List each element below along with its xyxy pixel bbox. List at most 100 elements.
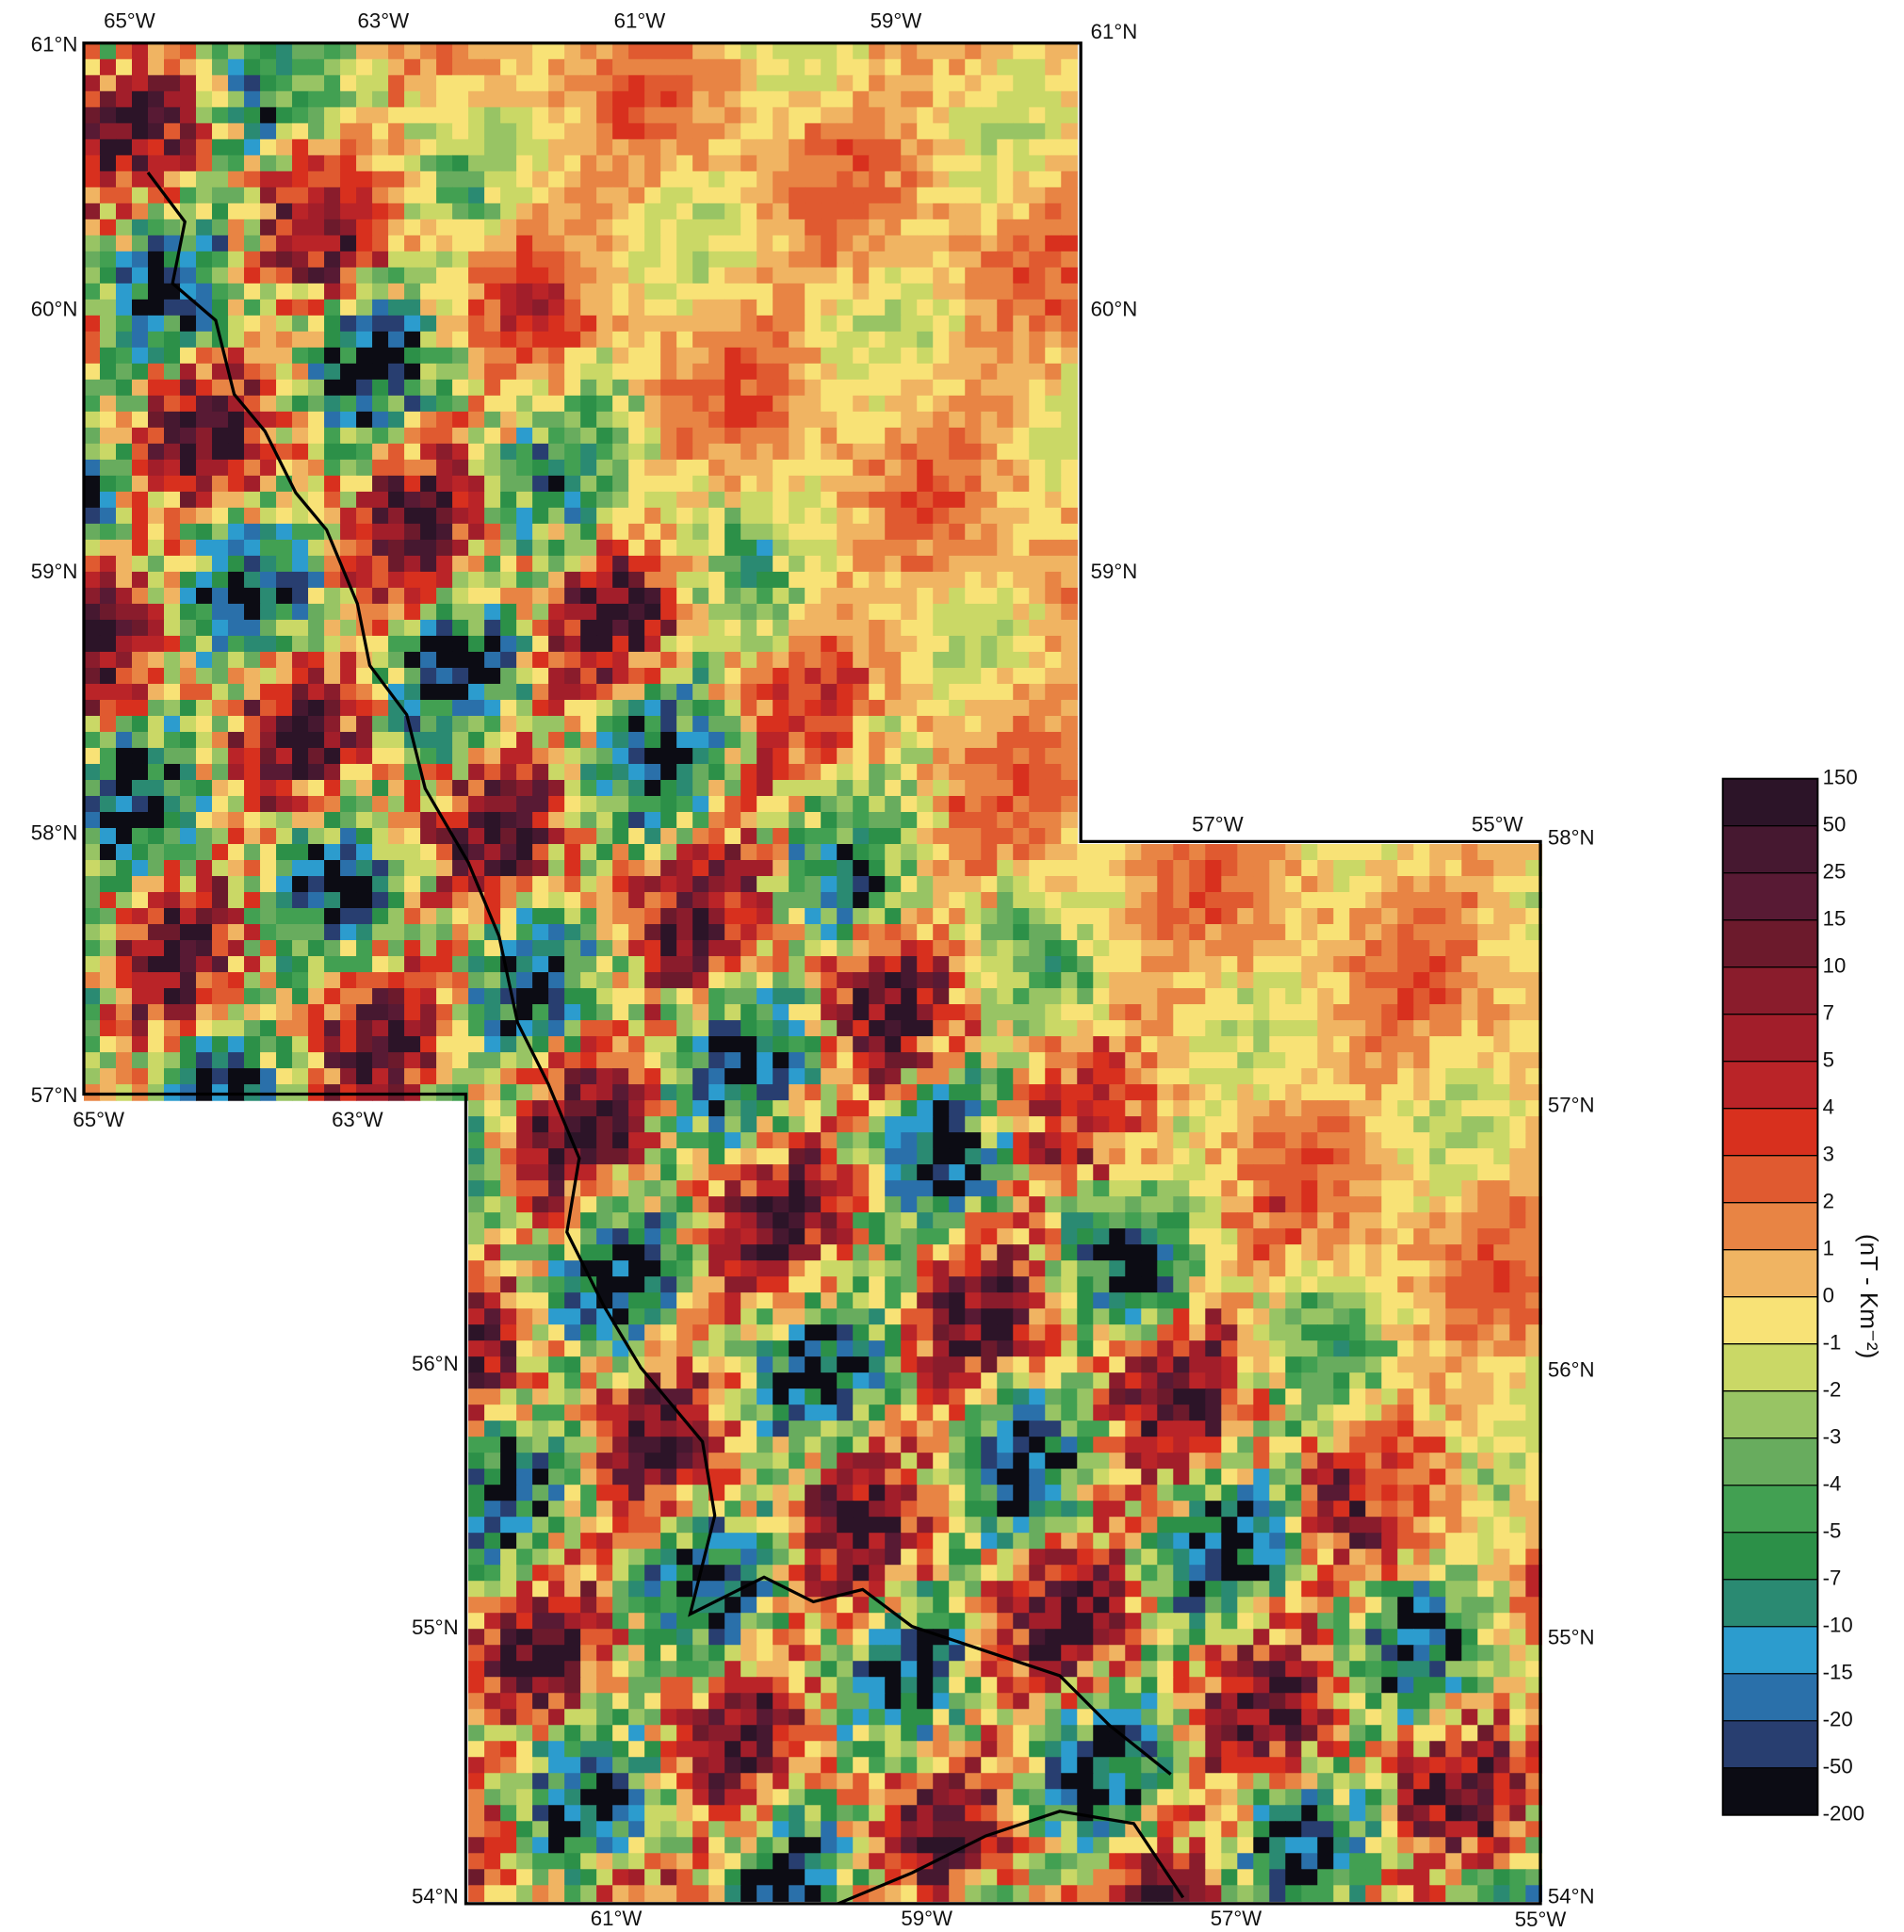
map-cell: [612, 940, 629, 957]
map-cell: [308, 844, 325, 861]
map-cell: [853, 1068, 870, 1085]
map-cell: [740, 523, 757, 541]
map-cell: [260, 972, 277, 989]
map-cell: [580, 427, 597, 445]
map-cell: [324, 683, 341, 701]
map-cell: [1141, 1148, 1158, 1165]
map-cell: [1077, 1164, 1094, 1181]
map-cell: [1109, 844, 1126, 861]
map-cell: [965, 715, 982, 733]
map-cell: [837, 731, 854, 749]
map-cell: [484, 523, 501, 541]
map-cell: [612, 988, 629, 1005]
map-cell: [692, 283, 709, 300]
map-cell: [1189, 908, 1206, 925]
map-cell: [388, 1052, 405, 1069]
map-cell: [917, 635, 934, 653]
map-cell: [596, 1164, 613, 1181]
map-cell: [260, 844, 277, 861]
map-cell: [340, 299, 357, 317]
map-cell: [404, 170, 421, 188]
map-cell: [180, 635, 197, 653]
map-cell: [949, 459, 966, 477]
map-cell: [965, 1132, 982, 1149]
map-cell: [1013, 1084, 1030, 1101]
map-cell: [660, 251, 677, 268]
map-cell: [580, 331, 597, 349]
map-cell: [1093, 940, 1110, 957]
map-cell: [1285, 892, 1302, 909]
map-cell: [1045, 427, 1062, 445]
map-cell: [853, 908, 870, 925]
map-cell: [821, 459, 838, 477]
map-cell: [933, 203, 950, 220]
map-cell: [340, 122, 357, 140]
map-cell: [853, 828, 870, 845]
map-cell: [644, 1116, 661, 1133]
map-cell: [500, 203, 517, 220]
map-cell: [1029, 1036, 1046, 1053]
map-cell: [212, 443, 229, 461]
map-cell: [1397, 860, 1415, 877]
map-cell: [1029, 106, 1046, 124]
map-cell: [516, 603, 533, 621]
map-cell: [644, 219, 661, 236]
map-cell: [548, 779, 565, 797]
map-cell: [757, 283, 773, 300]
map-cell: [981, 1148, 998, 1165]
map-cell: [228, 203, 245, 220]
map-cell: [212, 411, 229, 429]
map-cell: [692, 747, 709, 765]
map-cell: [869, 523, 886, 541]
map-cell: [773, 619, 789, 637]
map-cell: [516, 363, 533, 381]
map-cell: [789, 315, 806, 333]
map-cell: [1381, 1164, 1399, 1181]
map-cell: [99, 1004, 117, 1021]
map-cell: [420, 106, 437, 124]
map-cell: [484, 1116, 501, 1133]
map-cell: [708, 187, 725, 204]
map-cell: [1381, 844, 1399, 861]
map-cell: [949, 1004, 966, 1021]
map-cell: [1301, 988, 1318, 1005]
map-cell: [1493, 1052, 1511, 1069]
map-cell: [965, 459, 982, 477]
map-cell: [821, 315, 838, 333]
map-cell: [1397, 1100, 1415, 1117]
map-cell: [757, 427, 773, 445]
map-cell: [612, 555, 629, 573]
map-cell: [789, 860, 806, 877]
map-cell: [837, 763, 854, 781]
map-cell: [452, 58, 469, 76]
map-cell: [949, 747, 966, 765]
map-cell: [1509, 1100, 1527, 1117]
map-cell: [1077, 1132, 1094, 1149]
map-cell: [724, 347, 741, 365]
map-cell: [660, 203, 677, 220]
map-cell: [228, 267, 245, 284]
map-cell: [1013, 844, 1030, 861]
map-cell: [1285, 844, 1302, 861]
map-cell: [564, 331, 581, 349]
map-cell: [1301, 908, 1318, 925]
map-cell: [1045, 331, 1062, 349]
map-cell: [99, 828, 117, 845]
map-cell: [83, 523, 101, 541]
map-cell: [901, 1004, 918, 1021]
map-cell: [724, 1052, 741, 1069]
map-cell: [580, 1100, 597, 1117]
map-cell: [83, 795, 101, 813]
map-cell: [1061, 267, 1078, 284]
map-cell: [132, 1068, 149, 1085]
map-cell: [324, 1052, 341, 1069]
map-cell: [628, 283, 645, 300]
map-cell: [917, 828, 934, 845]
map-cell: [500, 427, 517, 445]
map-cell: [83, 876, 101, 893]
map-cell: [548, 940, 565, 957]
map-cell: [548, 42, 565, 60]
map-cell: [1205, 1132, 1222, 1149]
map-cell: [1493, 1116, 1511, 1133]
map-cell: [372, 956, 389, 973]
